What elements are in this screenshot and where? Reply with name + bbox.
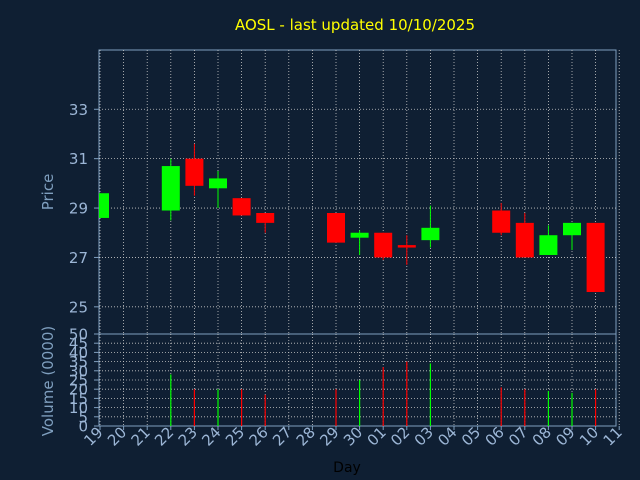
candle-body [209,178,227,189]
candle-body [99,193,109,218]
candle-body [563,222,581,236]
price-panel: 25 27 29 31 33 [69,49,620,335]
price-axis-label: Price [39,174,57,211]
price-y-tick-label: 27 [69,249,88,267]
volume-y-tick-label: 5 [78,408,88,426]
volume-y-tick-label: 15 [69,390,88,408]
volume-y-tick-label: 25 [69,372,88,390]
candle-body [421,227,440,241]
price-y-tick-label: 31 [69,150,88,168]
day-axis-label: Day [333,460,361,476]
volume-y-tick-label: 40 [69,344,88,362]
candle-body [161,166,180,211]
volume-axis-label: Volume (0000) [39,326,57,436]
candle-body [374,232,393,258]
volume-y-tick-label: 0 [78,418,88,436]
price-y-tick-label: 33 [69,101,88,119]
volume-y-tick-label: 45 [69,335,88,353]
volume-y-tick-label: 35 [69,353,88,371]
volume-y-tick-label: 10 [69,399,88,417]
volume-y-tick-label: 30 [69,362,88,380]
candle-body [586,222,605,293]
candle-body [232,198,251,216]
price-y-tick-label: 25 [69,298,88,316]
chart-title: AOSL - last updated 10/10/2025 [235,16,475,34]
candle-body [350,232,369,238]
x-axis: 1920212223242526272829300102030405060708… [80,423,625,449]
candle-body [397,245,416,248]
candle-body [515,222,534,258]
candle-body [539,235,558,255]
candle-body [492,210,511,233]
candle-body [185,158,204,186]
price-y-tick-label: 29 [69,200,88,218]
volume-y-tick-label: 20 [69,381,88,399]
candle-body [327,212,345,243]
volume-y-tick-label: 50 [69,326,88,344]
candle-body [256,212,275,223]
